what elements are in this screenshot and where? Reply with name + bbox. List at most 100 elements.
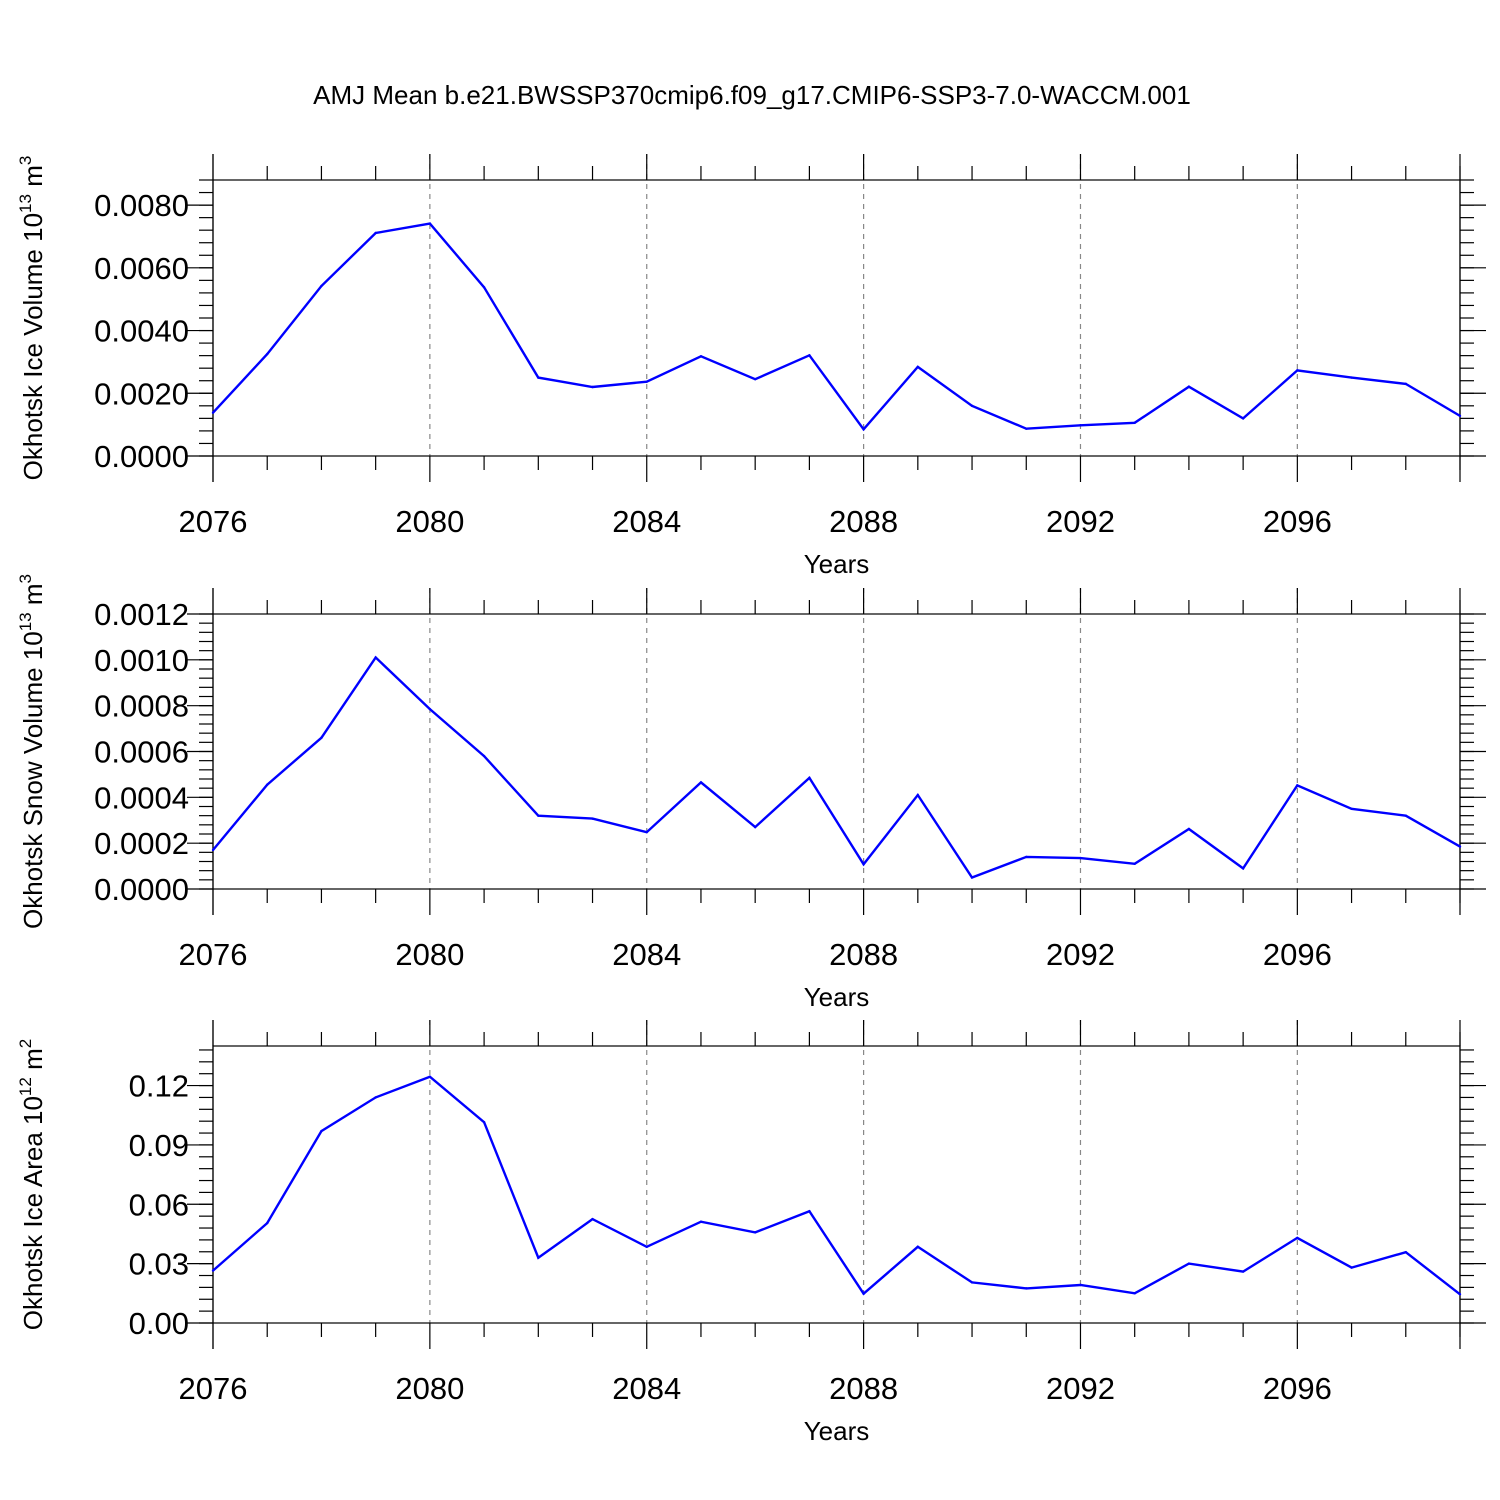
data-point (266, 352, 269, 356)
data-point (699, 1220, 703, 1223)
x-tick-label: 2088 (829, 1371, 898, 1406)
x-tick-label: 2084 (612, 504, 681, 539)
y-axis-title: Okhotsk Ice Area 1012 m2 (16, 1039, 48, 1330)
data-point (1025, 855, 1028, 859)
x-tick-label: 2084 (612, 1371, 681, 1406)
y-tick-label: 0.0010 (94, 643, 189, 678)
data-point (1296, 1236, 1299, 1240)
data-point (753, 1231, 757, 1234)
data-point (537, 814, 540, 817)
data-point (753, 825, 757, 829)
data-point (482, 1120, 486, 1124)
data-point (1404, 814, 1407, 817)
x-tick-label: 2092 (1046, 1371, 1115, 1406)
y-tick-label: 0.00 (129, 1306, 189, 1341)
data-point (753, 377, 757, 381)
data-point (320, 284, 323, 288)
data-point (916, 365, 920, 369)
data-point (1350, 1266, 1353, 1269)
data-point (645, 380, 648, 383)
series-line (212, 655, 1461, 879)
data-point (537, 1256, 540, 1259)
data-point (1350, 376, 1353, 379)
data-point (1404, 1250, 1407, 1254)
y-tick-label: 0.0040 (94, 314, 189, 349)
data-point (916, 793, 920, 797)
data-point (591, 1217, 594, 1221)
data-point (266, 783, 269, 786)
y-tick-label: 0.0000 (94, 439, 189, 474)
data-point (374, 656, 377, 659)
data-point (537, 376, 540, 379)
y-tick-label: 0.03 (129, 1247, 189, 1282)
series-line (212, 1075, 1461, 1296)
chart-panel-2: 0.0000 0.0002 0.0004 0.0006 0.0008 0.0010 0.00… (16, 574, 1486, 1012)
data-point (1187, 827, 1191, 831)
data-point (211, 411, 215, 414)
data-point (645, 830, 648, 834)
data-point (482, 754, 486, 758)
y-axis-title: Okhotsk Ice Volume 1013 m3 (16, 156, 48, 481)
data-point (428, 222, 432, 225)
data-point (808, 1210, 811, 1213)
data-point (1133, 862, 1136, 865)
y-tick-label: 0.0080 (94, 188, 189, 223)
figure-title: AMJ Mean b.e21.BWSSP370cmip6.f09_g17.CMI… (313, 80, 1191, 110)
y-tick-label: 0.0004 (94, 780, 189, 815)
x-tick-label: 2092 (1046, 937, 1115, 972)
data-point (645, 1245, 648, 1249)
data-point (211, 848, 215, 852)
data-point (1296, 369, 1299, 372)
data-point (1133, 1292, 1136, 1295)
x-tick-label: 2076 (179, 504, 248, 539)
data-point (374, 1096, 377, 1099)
x-tick-label: 2088 (829, 937, 898, 972)
data-point (482, 286, 486, 289)
y-axis-title-exp: 13 (16, 612, 35, 631)
data-point (1458, 845, 1462, 848)
y-tick-label: 0.0020 (94, 376, 189, 411)
x-tick-label: 2080 (395, 937, 464, 972)
plot-frame (212, 179, 1461, 457)
x-tick-label: 2096 (1263, 504, 1332, 539)
y-tick-label: 0.12 (129, 1069, 189, 1104)
data-point (699, 781, 703, 784)
data-point (266, 1221, 269, 1225)
series-line (212, 222, 1461, 432)
data-point (374, 231, 377, 235)
x-tick-label: 2080 (395, 1371, 464, 1406)
x-tick-label: 2076 (179, 1371, 248, 1406)
y-axis-title-unit: m (18, 165, 48, 194)
y-axis-title-text: Okhotsk Ice Volume 10 (18, 213, 48, 480)
x-tick-label: 2084 (612, 937, 681, 972)
data-point (1296, 784, 1299, 787)
data-point (862, 428, 865, 431)
x-axis-title: Years (804, 982, 870, 1012)
y-axis-title-text: Okhotsk Ice Area 10 (18, 1096, 48, 1330)
data-point (428, 1075, 432, 1078)
plot-frame (212, 613, 1461, 890)
y-axis-title: Okhotsk Snow Volume 1013 m3 (16, 574, 48, 929)
x-tick-label: 2076 (179, 937, 248, 972)
data-point (1241, 1270, 1245, 1273)
y-tick-label: 0.0002 (94, 826, 189, 861)
y-axis-title-unit-exp: 3 (16, 156, 35, 165)
data-point (1079, 856, 1082, 860)
data-point (1458, 414, 1462, 418)
y-tick-label: 0.0012 (94, 597, 189, 632)
data-point (1133, 421, 1136, 424)
data-point (970, 1281, 974, 1284)
y-tick-label: 0.0006 (94, 735, 189, 770)
data-point (1025, 427, 1028, 430)
y-axis-title-exp: 12 (16, 1077, 35, 1096)
x-axis-title: Years (804, 549, 870, 579)
data-point (970, 876, 974, 879)
x-tick-label: 2080 (395, 504, 464, 539)
data-point (1241, 867, 1245, 870)
y-tick-label: 0.0008 (94, 689, 189, 724)
data-point (1079, 424, 1082, 427)
data-point (1350, 807, 1353, 810)
data-point (1187, 1262, 1191, 1265)
